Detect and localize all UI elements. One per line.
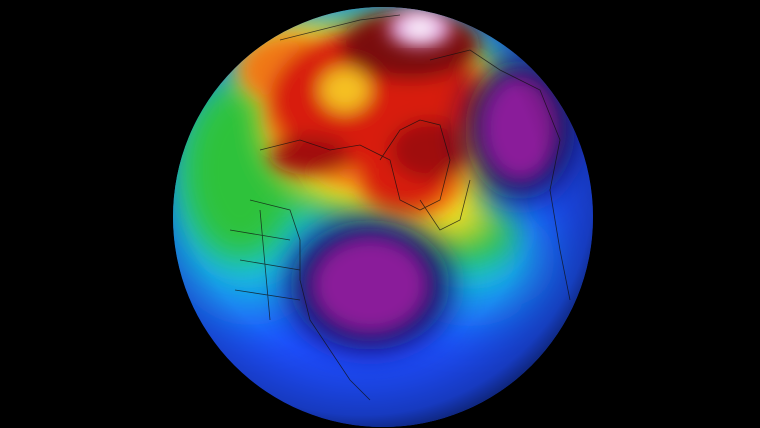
globe-limb-shading <box>173 7 593 427</box>
